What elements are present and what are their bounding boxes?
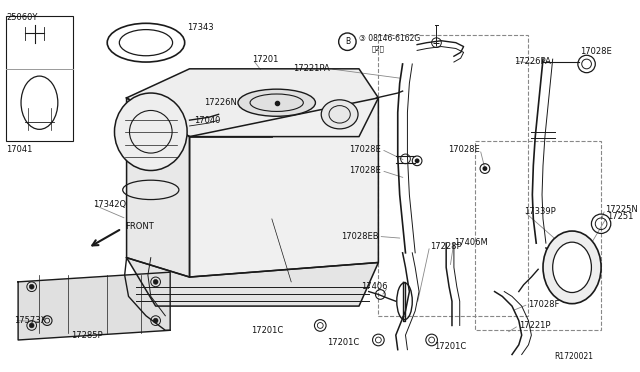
Text: 17028E: 17028E [448,145,480,154]
Polygon shape [127,98,189,277]
Text: 17028F: 17028F [529,299,560,309]
Text: 17343: 17343 [187,23,213,32]
Bar [6,16,74,141]
Text: 25060Y: 25060Y [6,13,38,22]
Text: 17201: 17201 [253,55,279,64]
Text: R1720021: R1720021 [555,352,594,361]
Circle shape [29,323,34,328]
Text: 17041: 17041 [6,145,33,154]
Text: 17201C: 17201C [435,342,467,351]
Text: 17221PA: 17221PA [293,64,330,73]
Text: 17028E: 17028E [580,47,612,56]
Text: FRONT: FRONT [125,222,154,231]
Text: 17221P: 17221P [519,321,550,330]
Bar [476,141,601,330]
Polygon shape [18,272,170,340]
Circle shape [29,284,34,289]
Circle shape [153,318,158,323]
Text: 17040: 17040 [195,116,221,125]
Circle shape [415,158,420,163]
Text: 17228P: 17228P [429,241,461,250]
Text: 17201C: 17201C [252,326,284,335]
Ellipse shape [238,89,316,116]
Text: 17573X: 17573X [14,316,47,325]
Text: 17226PA: 17226PA [514,57,551,65]
Polygon shape [127,258,378,306]
Text: （2）: （2） [372,45,385,52]
Text: 17406M: 17406M [454,238,488,247]
Text: 17225N: 17225N [605,205,637,214]
Polygon shape [189,98,378,277]
Ellipse shape [553,242,591,292]
Ellipse shape [321,100,358,129]
Text: 17342Q: 17342Q [93,200,126,209]
Ellipse shape [115,93,187,170]
Circle shape [483,166,487,171]
Text: ③ 08146-6162G: ③ 08146-6162G [359,34,420,43]
Text: B: B [345,37,350,46]
Bar [378,35,529,316]
Text: 17201C: 17201C [327,339,359,347]
Text: 17226N: 17226N [204,98,237,107]
Polygon shape [127,69,378,137]
Text: 17028E: 17028E [349,166,381,175]
Text: 17028EB: 17028EB [340,232,378,241]
Text: 17339P: 17339P [524,207,556,216]
Ellipse shape [543,231,601,304]
Text: 17406: 17406 [362,282,388,291]
Text: 17285P: 17285P [72,331,103,340]
Text: 17028E: 17028E [349,145,381,154]
Text: 17251: 17251 [607,212,634,221]
Circle shape [153,279,158,284]
